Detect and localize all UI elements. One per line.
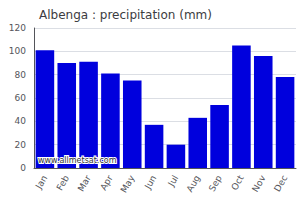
svg-text:Jan: Jan: [33, 173, 49, 191]
svg-text:Dec: Dec: [272, 173, 289, 193]
svg-text:100: 100: [9, 46, 26, 56]
svg-text:May: May: [119, 173, 137, 195]
svg-text:Nov: Nov: [250, 173, 268, 194]
svg-text:Jul: Jul: [166, 173, 181, 188]
svg-text:120: 120: [9, 23, 26, 33]
svg-text:Apr: Apr: [98, 173, 115, 192]
svg-text:60: 60: [15, 93, 27, 103]
svg-text:Albenga : precipitation (mm): Albenga : precipitation (mm): [39, 8, 212, 22]
svg-text:0: 0: [20, 163, 26, 173]
svg-text:Sep: Sep: [207, 173, 224, 193]
svg-text:80: 80: [15, 70, 27, 80]
svg-text:40: 40: [15, 116, 27, 126]
svg-text:20: 20: [15, 140, 27, 150]
svg-text:Aug: Aug: [185, 173, 202, 193]
svg-text:Oct: Oct: [229, 173, 246, 192]
svg-text:Mar: Mar: [76, 173, 93, 193]
svg-text:Jun: Jun: [142, 173, 158, 191]
svg-text:Feb: Feb: [54, 173, 71, 192]
svg-text:www.allmetsat.com: www.allmetsat.com: [38, 156, 117, 165]
